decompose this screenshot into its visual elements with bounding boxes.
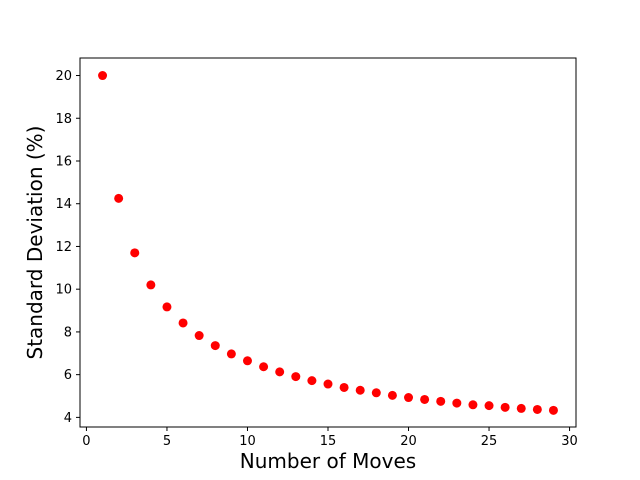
data-points <box>98 71 558 415</box>
data-point <box>130 248 140 258</box>
y-tick-label: 8 <box>64 325 72 340</box>
data-point <box>242 356 252 366</box>
y-axis-ticks: 4 6 8 10 12 14 16 18 20 <box>55 69 80 426</box>
data-point <box>387 390 397 400</box>
x-tick-label: 20 <box>400 434 417 449</box>
y-tick-label: 14 <box>55 197 72 212</box>
data-point <box>178 318 188 328</box>
x-tick-label: 5 <box>163 434 171 449</box>
data-point <box>420 394 430 404</box>
x-tick-label: 15 <box>320 434 337 449</box>
data-point <box>339 382 349 392</box>
x-tick-label: 30 <box>561 434 578 449</box>
y-tick-label: 10 <box>55 283 72 298</box>
data-point <box>371 388 381 398</box>
data-point <box>291 372 301 382</box>
data-point <box>468 400 478 410</box>
data-point <box>146 280 156 290</box>
y-tick-label: 18 <box>55 112 72 127</box>
y-tick-label: 20 <box>55 69 72 84</box>
data-point <box>452 398 462 408</box>
data-point <box>194 331 204 341</box>
data-point <box>532 404 542 414</box>
data-point <box>484 401 494 411</box>
data-point <box>210 341 220 351</box>
data-point <box>516 403 526 413</box>
y-axis-label: Standard Deviation (%) <box>23 126 47 360</box>
data-point <box>436 396 446 406</box>
data-point <box>548 405 558 415</box>
data-point <box>259 362 269 372</box>
data-point <box>162 302 172 312</box>
y-tick-label: 16 <box>55 154 72 169</box>
data-point <box>226 349 236 359</box>
data-point <box>323 379 333 389</box>
data-point <box>404 393 414 403</box>
y-tick-label: 12 <box>55 240 72 255</box>
x-axis-ticks: 0 5 10 15 20 25 30 <box>82 427 578 449</box>
y-tick-label: 6 <box>64 368 72 383</box>
x-tick-label: 25 <box>481 434 498 449</box>
data-point <box>275 367 285 377</box>
data-point <box>355 385 365 395</box>
data-point <box>500 402 510 412</box>
x-tick-label: 10 <box>239 434 256 449</box>
y-tick-label: 4 <box>64 411 72 426</box>
x-tick-label: 0 <box>82 434 90 449</box>
data-point <box>114 193 124 203</box>
x-axis-label: Number of Moves <box>240 449 416 473</box>
data-point <box>98 71 108 81</box>
data-point <box>307 376 317 386</box>
